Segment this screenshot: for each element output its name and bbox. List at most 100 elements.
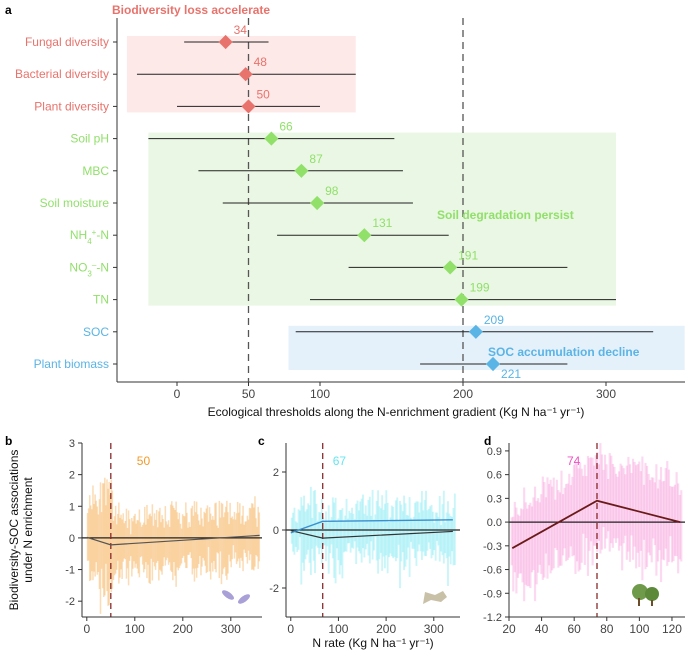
- ribbon-band: [614, 473, 618, 543]
- y-tick-label: -2: [65, 596, 75, 608]
- ribbon-band: [635, 465, 638, 569]
- ribbon-band: [344, 515, 347, 552]
- ribbon-band: [250, 503, 253, 570]
- ribbon-band: [315, 503, 318, 546]
- ribbon-band: [123, 523, 126, 559]
- ribbon-band: [579, 462, 582, 570]
- ribbon-band: [199, 524, 201, 556]
- ribbon-band: [419, 502, 422, 552]
- row-label: NO3–-N: [69, 260, 109, 278]
- ribbon-band: [309, 486, 312, 575]
- ribbon-band: [628, 464, 632, 562]
- group-background-soil: [148, 132, 617, 306]
- ribbon-band: [209, 513, 212, 580]
- ribbon-band: [181, 514, 184, 558]
- row-label: Fungal diversity: [25, 35, 109, 49]
- ribbon-band: [225, 506, 227, 576]
- ribbon-band: [571, 476, 574, 557]
- ribbon-band: [232, 519, 235, 546]
- x-tick-label: 100: [125, 622, 145, 636]
- ribbon-band: [304, 511, 307, 560]
- y-tick-label: 0.9: [487, 446, 502, 458]
- ribbon-band: [636, 464, 639, 553]
- y-tick-label: -2: [269, 583, 279, 595]
- ribbon-band: [346, 518, 349, 544]
- ribbon-band: [233, 511, 236, 559]
- ribbon-band: [95, 500, 97, 563]
- ribbon-band: [526, 508, 529, 587]
- bacteria-shape: [238, 594, 250, 604]
- ribbon-band: [535, 500, 538, 585]
- ribbon-band: [239, 503, 241, 568]
- ribbon-band: [140, 526, 143, 557]
- ribbon-band: [345, 498, 348, 552]
- ribbon-band: [616, 476, 619, 539]
- ribbon-band: [153, 513, 156, 567]
- ribbon-band: [137, 520, 140, 574]
- ribbon-band: [322, 517, 325, 546]
- ribbon-band: [168, 526, 171, 563]
- ribbon-band: [442, 490, 445, 564]
- ribbon-band: [574, 461, 577, 574]
- ribbon-band: [641, 456, 644, 581]
- ribbon-band: [213, 519, 215, 561]
- y-tick-label: 0: [69, 533, 75, 545]
- y-tick-label: 0: [273, 525, 279, 537]
- ribbon-band: [325, 511, 327, 562]
- ribbon-band: [349, 512, 352, 553]
- ribbon-band: [147, 518, 149, 565]
- tree-trunk: [638, 598, 640, 606]
- piecewise-trend-line: [511, 499, 681, 549]
- ribbon-band: [447, 501, 449, 586]
- ribbon-band: [100, 512, 103, 569]
- ribbon-band: [335, 521, 338, 549]
- ribbon-band: [90, 505, 92, 581]
- ribbon-band: [220, 502, 223, 585]
- value-label: 199: [470, 281, 490, 295]
- x-tick-label: 200: [453, 387, 473, 401]
- ribbon-band: [619, 463, 622, 546]
- ribbon-band: [378, 506, 381, 560]
- ribbon-band: [586, 455, 590, 576]
- ribbon-band: [658, 479, 661, 551]
- threshold-point: [443, 260, 458, 275]
- ribbon-band: [228, 524, 230, 555]
- ribbon-band: [401, 511, 404, 553]
- ribbon-band: [516, 514, 520, 578]
- ribbon-band: [429, 506, 432, 549]
- ribbon-band: [407, 515, 410, 548]
- ribbon-band: [113, 516, 116, 576]
- ribbon-band: [359, 501, 362, 554]
- y-tick-label: -0.6: [483, 565, 502, 577]
- ribbon-band: [607, 479, 610, 532]
- ribbon-band: [159, 507, 161, 570]
- ribbon-band: [357, 510, 360, 552]
- ribbon-band: [296, 522, 299, 552]
- ribbon-band: [258, 512, 261, 562]
- y-tick-label: -0.3: [483, 541, 502, 553]
- ribbon-band: [649, 480, 652, 556]
- ribbon-band: [375, 500, 378, 561]
- ribbon-band: [139, 522, 142, 558]
- ribbon-band: [627, 456, 630, 552]
- x-tick-label: 40: [535, 622, 549, 636]
- ribbon-band: [252, 503, 254, 570]
- y-tick-label: -1: [65, 565, 75, 577]
- ribbon-band: [136, 520, 138, 569]
- ribbon-band: [661, 481, 664, 560]
- ribbon-band: [351, 507, 353, 548]
- ribbon-band: [659, 467, 663, 583]
- ribbon-band: [374, 514, 377, 537]
- tree-canopy: [645, 587, 659, 601]
- ribbon-band: [383, 503, 386, 569]
- threshold-point: [264, 131, 279, 146]
- threshold-point: [454, 292, 469, 307]
- ribbon-band: [193, 501, 196, 582]
- ribbon-band: [367, 499, 370, 556]
- ribbon-band: [532, 497, 535, 571]
- ribbon-band: [430, 504, 433, 559]
- ribbon-band: [638, 461, 641, 567]
- ribbon-band: [396, 497, 399, 558]
- ribbon-band: [205, 508, 208, 574]
- ribbon-band: [555, 479, 558, 551]
